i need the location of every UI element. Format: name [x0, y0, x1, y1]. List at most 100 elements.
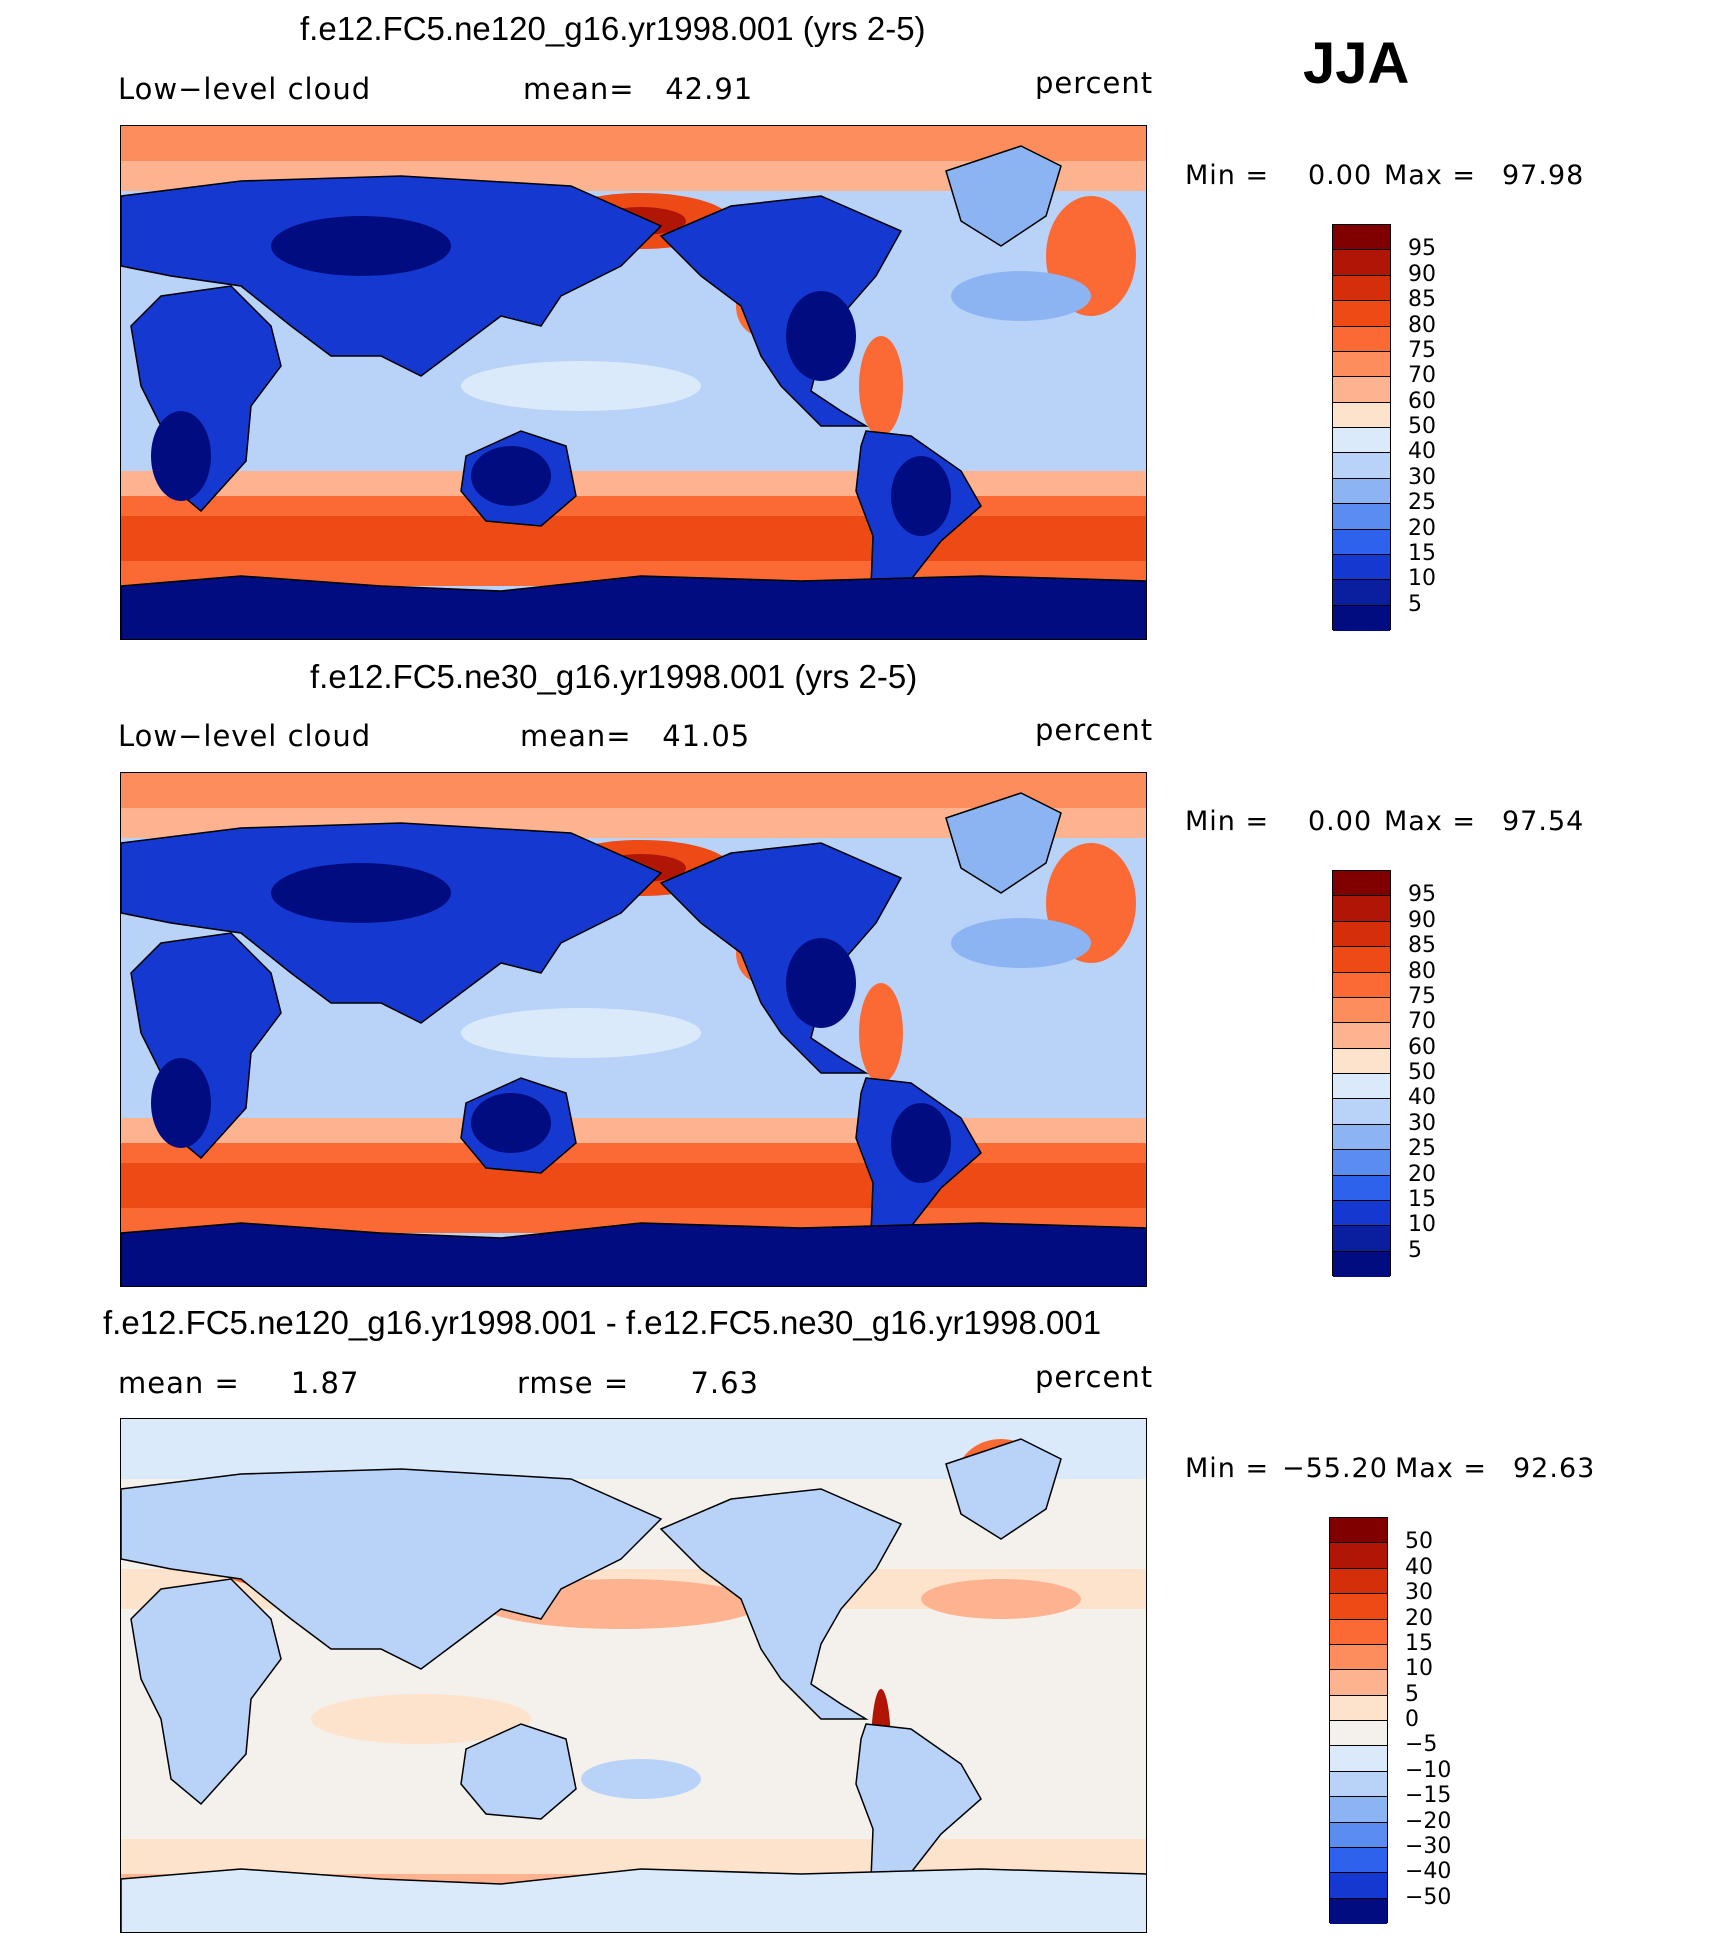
panel-2-max-value: 97.54: [1502, 806, 1585, 837]
colorbar-label: 70: [1408, 363, 1436, 389]
map-field-blob: [951, 271, 1091, 321]
panel-3-colorbar: [1329, 1517, 1388, 1924]
colorbar-label: 30: [1408, 464, 1436, 490]
map-band: [121, 126, 1146, 161]
panel-2-min-value: 0.00: [1308, 806, 1373, 837]
colorbar-swatch: [1333, 1074, 1390, 1100]
map-continent-northAmerica: [659, 195, 903, 427]
panel-1-min-value: 0.00: [1308, 160, 1373, 191]
map-continent-antarctica: [121, 575, 1146, 639]
colorbar-label: 5: [1405, 1681, 1419, 1707]
colorbar-label: 25: [1408, 1136, 1436, 1162]
colorbar-swatch: [1333, 225, 1390, 251]
map-field-blob: [921, 1579, 1081, 1619]
colorbar-swatch: [1330, 1746, 1387, 1772]
map-continent-eurasia: [121, 1468, 663, 1670]
panel-1-variable-label: Low−level cloud: [118, 72, 372, 106]
colorbar-label: 10: [1408, 566, 1436, 592]
colorbar-swatch: [1333, 1023, 1390, 1049]
map-continent-antarctica: [121, 1222, 1146, 1286]
map-continent-africa: [130, 1578, 282, 1806]
map-continent-greenland: [945, 145, 1062, 247]
colorbar-label: 20: [1405, 1605, 1433, 1631]
colorbar-swatch: [1333, 997, 1390, 1024]
panel-1-title: f.e12.FC5.ne120_g16.yr1998.001 (yrs 2-5): [300, 10, 926, 47]
map-field-blob: [471, 1093, 551, 1153]
colorbar-label: 25: [1408, 490, 1436, 516]
map-field-blob: [581, 1759, 701, 1799]
panel-2-map: [120, 772, 1147, 1287]
colorbar-swatch: [1330, 1543, 1387, 1569]
colorbar-label: 95: [1408, 882, 1436, 908]
colorbar-swatch: [1330, 1568, 1387, 1595]
map-continent-australia: [460, 1723, 577, 1820]
colorbar-label: 90: [1408, 907, 1436, 933]
colorbar-swatch: [1330, 1771, 1387, 1798]
map-field-blob: [311, 1694, 531, 1744]
map-field-blob: [859, 983, 903, 1083]
map-band: [121, 496, 1146, 516]
panel-1-units: percent: [1035, 66, 1154, 100]
colorbar-swatch: [1333, 871, 1390, 897]
colorbar-label: 80: [1408, 958, 1436, 984]
map-field-blob: [151, 411, 211, 501]
colorbar-label: −50: [1405, 1884, 1452, 1910]
colorbar-swatch: [1333, 1124, 1390, 1151]
colorbar-label: 75: [1408, 337, 1436, 363]
panel-3-title: f.e12.FC5.ne120_g16.yr1998.001 - f.e12.F…: [103, 1304, 1102, 1341]
map-continent-northAmerica: [659, 1488, 903, 1720]
colorbar-label: 10: [1408, 1212, 1436, 1238]
panel-1-max-value: 97.98: [1502, 160, 1585, 191]
map-continent-northAmerica: [659, 842, 903, 1074]
colorbar-label: 40: [1408, 1085, 1436, 1111]
colorbar-label: 80: [1408, 312, 1436, 338]
panel-2-mean-label: mean= 41.05: [520, 719, 751, 753]
colorbar-swatch: [1333, 972, 1390, 998]
colorbar-swatch: [1333, 1099, 1390, 1125]
colorbar-swatch: [1333, 580, 1390, 606]
panel-1-max-label: Max =: [1384, 160, 1477, 191]
map-field-blob: [271, 216, 451, 276]
colorbar-label: −10: [1405, 1757, 1452, 1783]
colorbar-label: 30: [1405, 1580, 1433, 1606]
map-band: [121, 1143, 1146, 1163]
colorbar-label: 85: [1408, 933, 1436, 959]
colorbar-swatch: [1333, 529, 1390, 555]
panel-2-colorbar: [1332, 870, 1391, 1277]
colorbar-label: 70: [1408, 1009, 1436, 1035]
panel-3-mean-label: mean = 1.87: [118, 1366, 360, 1400]
colorbar-swatch: [1333, 428, 1390, 454]
colorbar-label: 50: [1405, 1529, 1433, 1555]
map-band: [121, 773, 1146, 808]
colorbar-swatch: [1333, 947, 1390, 973]
colorbar-swatch: [1333, 326, 1390, 352]
panel-2-variable-label: Low−level cloud: [118, 719, 372, 753]
colorbar-swatch: [1330, 1822, 1387, 1848]
colorbar-swatch: [1330, 1898, 1387, 1924]
colorbar-label: 40: [1405, 1554, 1433, 1580]
colorbar-label: 50: [1408, 1060, 1436, 1085]
colorbar-label: −20: [1405, 1808, 1452, 1834]
panel-3-map: [120, 1418, 1147, 1933]
season-label: JJA: [1303, 31, 1410, 96]
colorbar-swatch: [1333, 301, 1390, 327]
panel-3-units: percent: [1035, 1360, 1154, 1394]
colorbar-label: 20: [1408, 515, 1436, 541]
panel-2-max-label: Max =: [1384, 806, 1477, 837]
map-field-blob: [859, 336, 903, 436]
map-field-blob: [461, 1008, 701, 1058]
panel-2-min-label: Min =: [1185, 806, 1270, 837]
panel-3-max-label: Max =: [1395, 1453, 1488, 1484]
colorbar-label: 10: [1405, 1656, 1433, 1682]
panel-3-min-value: −55.20: [1282, 1453, 1388, 1484]
colorbar-swatch: [1330, 1594, 1387, 1620]
colorbar-swatch: [1333, 351, 1390, 378]
panel-1-colorbar: [1332, 224, 1391, 631]
colorbar-swatch: [1333, 1175, 1390, 1201]
colorbar-swatch: [1330, 1797, 1387, 1823]
colorbar-swatch: [1330, 1518, 1387, 1544]
colorbar-label: 15: [1405, 1630, 1433, 1656]
colorbar-swatch: [1330, 1644, 1387, 1671]
panel-2-title: f.e12.FC5.ne30_g16.yr1998.001 (yrs 2-5): [310, 658, 918, 695]
map-field-blob: [786, 938, 856, 1028]
